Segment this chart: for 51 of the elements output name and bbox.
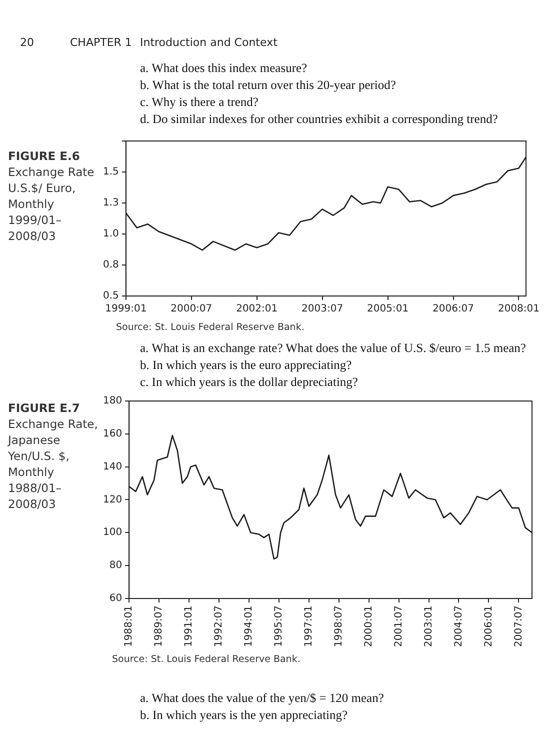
text: b. In which years is the yen appreciating? bbox=[140, 707, 349, 724]
x-tick-label: 1999:01 bbox=[105, 304, 147, 315]
y-tick-label: 0.8 bbox=[102, 260, 119, 271]
x-tick-label: 2006:01 bbox=[483, 605, 494, 648]
text: FIGURE E.6 bbox=[8, 148, 81, 164]
x-tick-label: 2007:07 bbox=[513, 605, 524, 648]
text: CHAPTER 1 bbox=[70, 36, 132, 49]
text: b. What is the total return over this 20-year period? bbox=[140, 77, 397, 94]
source-note: Source: St. Louis Federal Reserve Bank. bbox=[116, 322, 304, 333]
text: 20 bbox=[20, 36, 34, 49]
x-tick-label: 1994:01 bbox=[244, 605, 255, 648]
y-tick-label: 160 bbox=[102, 428, 122, 440]
text: c. In which years is the dollar depreciating? bbox=[140, 374, 359, 391]
x-tick-label: 1988:01 bbox=[124, 605, 135, 648]
y-tick-label: 100 bbox=[102, 527, 122, 538]
x-tick-label: 2005:01 bbox=[367, 304, 409, 315]
x-tick-label: 1998:07 bbox=[333, 605, 344, 648]
text: Exchange Rate U.S.$/ Euro, Monthly 1999/01–2008/03 bbox=[8, 164, 96, 244]
x-tick-label: 2006:07 bbox=[432, 304, 474, 315]
y-tick-label: 140 bbox=[102, 461, 122, 472]
x-tick-label: 2003:01 bbox=[423, 605, 434, 648]
y-tick-label: 1.0 bbox=[102, 228, 119, 240]
x-tick-label: 2000:07 bbox=[170, 304, 212, 315]
text: a. What is an exchange rate? What does the value of U.S. $/euro = 1.5 mean? bbox=[140, 340, 526, 357]
y-tick-label: 1.3 bbox=[102, 198, 119, 209]
y-tick-label: 120 bbox=[102, 494, 122, 506]
text: c. Why is there a trend? bbox=[140, 94, 260, 111]
x-tick-label: 2008:01 bbox=[498, 304, 540, 315]
y-tick-label: 1.5 bbox=[102, 166, 119, 178]
y-tick-label: 60 bbox=[109, 593, 122, 604]
x-tick-label: 1995:07 bbox=[274, 605, 285, 648]
text: a. What does the value of the yen/$ = 120 mean? bbox=[140, 690, 384, 707]
x-tick-label: 2003:07 bbox=[302, 304, 344, 315]
y-tick-label: 180 bbox=[102, 396, 122, 407]
x-tick-label: 1992:07 bbox=[214, 605, 225, 648]
chart-title: FIGURE E.7 bbox=[8, 400, 81, 416]
y-tick-label: 80 bbox=[109, 560, 122, 572]
text: a. What does this index measure? bbox=[140, 60, 308, 77]
x-tick-label: 1989:07 bbox=[154, 605, 165, 648]
text: Introduction and Context bbox=[140, 36, 278, 49]
text: Exchange Rate, Japanese Yen/U.S. $, Monthly 1988/01–2008/03 bbox=[8, 416, 99, 512]
x-tick-label: 1991:01 bbox=[184, 605, 195, 648]
x-tick-label: 1997:01 bbox=[303, 605, 314, 648]
x-tick-label: 2002:01 bbox=[236, 304, 278, 315]
y-tick-label: 0.5 bbox=[102, 290, 119, 302]
text: b. In which years is the euro appreciating? bbox=[140, 357, 353, 374]
source-note: Source: St. Louis Federal Reserve Bank. bbox=[112, 654, 300, 665]
x-tick-label: 2001:07 bbox=[393, 605, 404, 648]
x-tick-label: 2004:07 bbox=[453, 605, 464, 648]
x-tick-label: 2000:01 bbox=[363, 605, 374, 648]
text: d. Do similar indexes for other countries exhibit a corresponding trend? bbox=[140, 111, 498, 128]
